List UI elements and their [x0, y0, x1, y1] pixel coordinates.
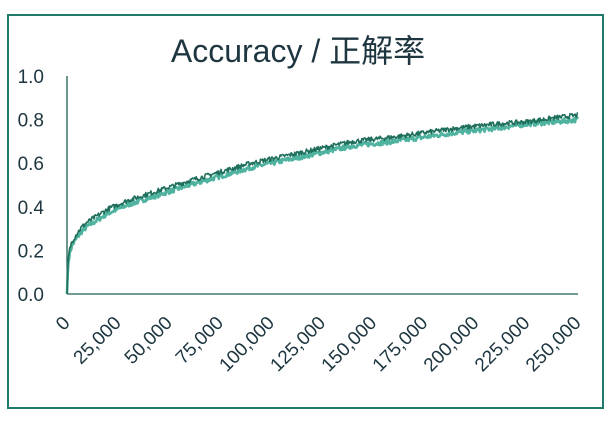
x-tick-label: 150,000	[318, 313, 381, 376]
x-tick-label: 125,000	[267, 313, 330, 376]
x-tick-label: 250,000	[522, 313, 585, 376]
x-tick-label: 100,000	[216, 313, 279, 376]
x-tick-label: 0	[52, 313, 74, 335]
y-tick-label: 0.8	[18, 111, 44, 132]
y-tick-label: 0.6	[18, 154, 44, 175]
x-tick-label: 200,000	[420, 313, 483, 376]
y-tick-label: 1.0	[18, 67, 44, 88]
x-tick-label: 175,000	[369, 313, 432, 376]
y-tick-label: 0.0	[18, 285, 44, 306]
x-tick-label: 50,000	[121, 313, 177, 369]
x-tick-label: 225,000	[471, 313, 534, 376]
series-line-dark	[66, 112, 579, 295]
y-axis-ticks: 0.0 0.2 0.4 0.6 0.8 1.0	[18, 67, 45, 306]
chart-title: Accuracy / 正解率	[171, 33, 425, 69]
y-tick-label: 0.4	[18, 198, 45, 219]
x-axis-ticks: 025,00050,00075,000100,000125,000150,000…	[52, 313, 585, 376]
y-tick-label: 0.2	[18, 241, 44, 262]
series-line-light	[65, 116, 580, 295]
x-tick-label: 25,000	[70, 313, 126, 369]
series-layer	[65, 112, 580, 295]
